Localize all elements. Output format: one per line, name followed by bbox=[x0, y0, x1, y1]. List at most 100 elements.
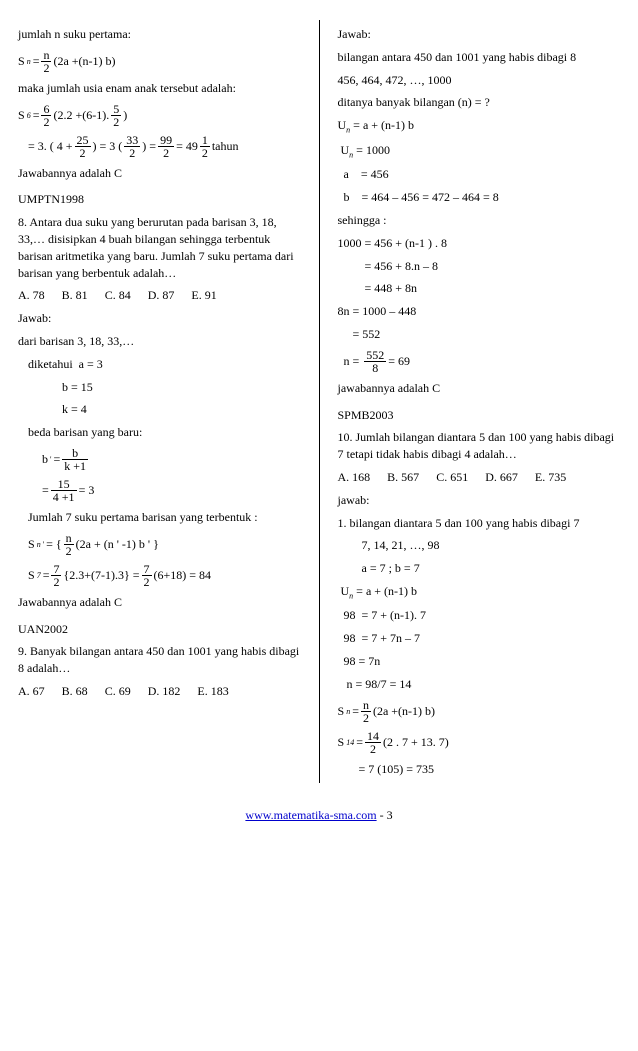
txt: ) bbox=[123, 107, 127, 124]
sub: 6 bbox=[27, 110, 31, 121]
eq: = { bbox=[46, 536, 62, 553]
answer: Jawabannya adalah C bbox=[18, 165, 301, 182]
fraction: 72 bbox=[142, 563, 152, 588]
calc: 8n = 1000 – 448 bbox=[338, 303, 621, 320]
label-jawab: Jawab: bbox=[18, 310, 301, 327]
footer-link[interactable]: www.matematika-sma.com bbox=[245, 808, 376, 822]
fraction: n2 bbox=[361, 699, 371, 724]
sym: b bbox=[42, 451, 48, 468]
val: a = 3 bbox=[79, 357, 103, 371]
fraction: bk +1 bbox=[62, 447, 88, 472]
un-formula: Un = a + (n-1) b bbox=[338, 117, 621, 136]
calc: 1000 = 456 + (n-1 ) . 8 bbox=[338, 235, 621, 252]
opt: B. 81 bbox=[62, 288, 88, 302]
fraction: 142 bbox=[365, 730, 381, 755]
ab-val: a = 7 ; b = 7 bbox=[338, 560, 621, 577]
opt: A. 168 bbox=[338, 470, 371, 484]
opt: E. 735 bbox=[535, 470, 566, 484]
question-10-options: A. 168 B. 567 C. 651 D. 667 E. 735 bbox=[338, 469, 621, 486]
sub: n bbox=[349, 591, 353, 600]
rest: (2a + (n ' -1) b ' } bbox=[76, 536, 159, 553]
sym: U bbox=[338, 118, 347, 132]
question-8-options: A. 78 B. 81 C. 84 D. 87 E. 91 bbox=[18, 287, 301, 304]
sehingga: sehingga : bbox=[338, 212, 621, 229]
opt: D. 182 bbox=[148, 684, 181, 698]
text: jumlah n suku pertama: bbox=[18, 26, 301, 43]
calc: = 7 (105) = 735 bbox=[338, 761, 621, 778]
txt: = 3. ( 4 + bbox=[28, 138, 73, 155]
right-column: Jawab: bilangan antara 450 dan 1001 yang… bbox=[338, 20, 621, 783]
opt: B. 567 bbox=[387, 470, 419, 484]
equation-s14: S14 = 142 (2 . 7 + 13. 7) bbox=[338, 730, 621, 755]
question-9: 9. Banyak bilangan antara 450 dan 1001 y… bbox=[18, 643, 301, 677]
fraction: 62 bbox=[41, 103, 51, 128]
fraction: 252 bbox=[75, 134, 91, 159]
fraction: 52 bbox=[111, 103, 121, 128]
opt: D. 87 bbox=[148, 288, 175, 302]
eq: = a + (n-1) b bbox=[353, 118, 414, 132]
calc: 98 = 7n bbox=[338, 653, 621, 670]
calc-n: n = 5528 = 69 bbox=[338, 349, 621, 374]
eq: = bbox=[356, 734, 363, 751]
equation-sn: Sn = n2 (2a +(n-1) b) bbox=[18, 49, 301, 74]
val: b = 15 bbox=[18, 379, 301, 396]
val: k = 4 bbox=[18, 401, 301, 418]
sym: U bbox=[341, 584, 350, 598]
opt: A. 78 bbox=[18, 288, 45, 302]
txt: ) = 3 ( bbox=[93, 138, 123, 155]
page-number: - 3 bbox=[377, 808, 393, 822]
fraction: 332 bbox=[124, 134, 140, 159]
opt: C. 84 bbox=[105, 288, 131, 302]
prime: ' bbox=[50, 454, 51, 465]
eq: = bbox=[33, 107, 40, 124]
sym: S bbox=[28, 536, 35, 553]
sub: n bbox=[37, 539, 41, 550]
source: UAN2002 bbox=[18, 621, 301, 638]
sub: n bbox=[27, 56, 31, 67]
answer: jawabannya adalah C bbox=[338, 380, 621, 397]
fraction: 72 bbox=[51, 563, 61, 588]
txt: n = bbox=[338, 353, 363, 370]
sym: S bbox=[338, 734, 345, 751]
rest: (2a +(n-1) b) bbox=[373, 703, 435, 720]
equation-sn: Sn = n2 (2a +(n-1) b) bbox=[338, 699, 621, 724]
txt: = 49 bbox=[176, 138, 198, 155]
fraction: n2 bbox=[64, 532, 74, 557]
calc: = 456 + 8.n – 8 bbox=[338, 258, 621, 275]
p: ' bbox=[43, 539, 44, 550]
fraction: 5528 bbox=[364, 349, 386, 374]
bprime-calc: = 154 +1 = 3 bbox=[18, 478, 301, 503]
txt: (2.2 +(6-1). bbox=[53, 107, 109, 124]
txt: {2.3+(7-1).3} = bbox=[63, 567, 139, 584]
sym: S bbox=[18, 107, 25, 124]
fraction: 992 bbox=[158, 134, 174, 159]
eq: = bbox=[53, 451, 60, 468]
sub: n bbox=[346, 706, 350, 717]
text: beda barisan yang baru: bbox=[18, 424, 301, 441]
opt: E. 91 bbox=[191, 288, 216, 302]
column-divider bbox=[319, 20, 320, 783]
un-formula: Un = a + (n-1) b bbox=[338, 583, 621, 602]
txt: tahun bbox=[212, 138, 239, 155]
text: 1. bilangan diantara 5 dan 100 yang habi… bbox=[338, 515, 621, 532]
question-8: 8. Antara dua suku yang berurutan pada b… bbox=[18, 214, 301, 281]
question-9-options: A. 67 B. 68 C. 69 D. 182 E. 183 bbox=[18, 683, 301, 700]
sym: S bbox=[338, 703, 345, 720]
opt: B. 68 bbox=[62, 684, 88, 698]
sub: 7 bbox=[37, 570, 41, 581]
s7: S7 = 72 {2.3+(7-1).3} = 72 (6+18) = 84 bbox=[18, 563, 301, 588]
sym: U bbox=[341, 143, 350, 157]
calc: = 448 + 8n bbox=[338, 280, 621, 297]
opt: E. 183 bbox=[197, 684, 228, 698]
text: Jumlah 7 suku pertama barisan yang terbe… bbox=[18, 509, 301, 526]
eq: = 1000 bbox=[356, 143, 390, 157]
calc-line: = 3. ( 4 + 252 ) = 3 ( 332 ) = 992 = 49 … bbox=[18, 134, 301, 159]
txt: = 69 bbox=[388, 353, 410, 370]
text: dari barisan 3, 18, 33,… bbox=[18, 333, 301, 350]
fraction: 12 bbox=[200, 134, 210, 159]
fraction: 154 +1 bbox=[51, 478, 77, 503]
calc: 98 = 7 + 7n – 7 bbox=[338, 630, 621, 647]
opt: C. 69 bbox=[105, 684, 131, 698]
label-jawab: jawab: bbox=[338, 492, 621, 509]
un-1000: Un = 1000 bbox=[338, 142, 621, 161]
